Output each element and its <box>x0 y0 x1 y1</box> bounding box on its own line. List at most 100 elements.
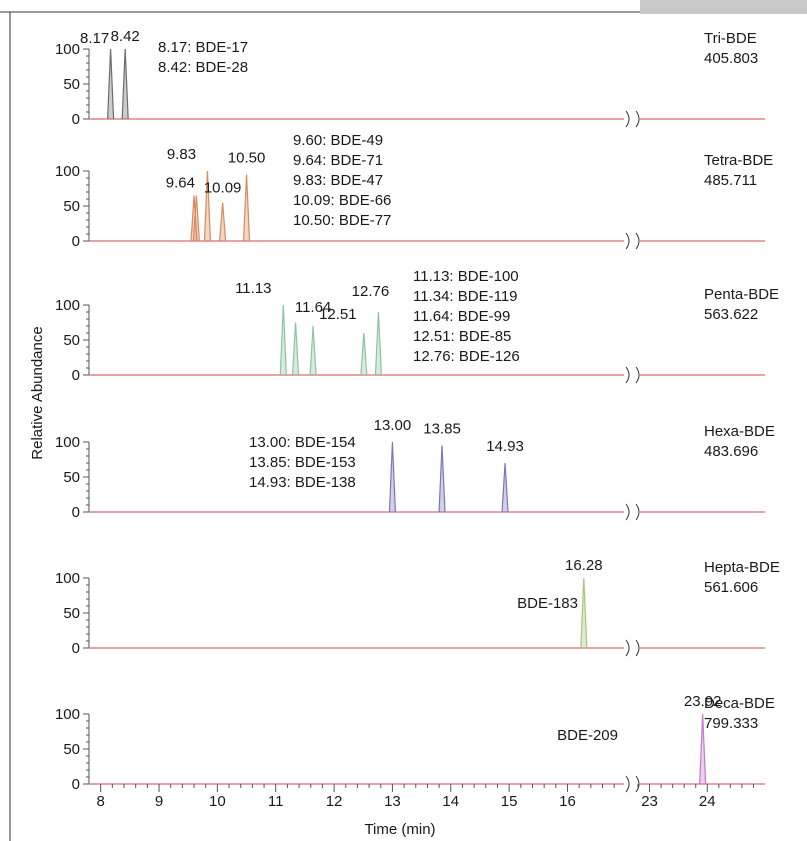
x-tick-label: 23 <box>641 793 658 810</box>
peak <box>360 332 368 376</box>
peak <box>309 325 317 376</box>
y-tick-label: 100 <box>55 163 80 180</box>
compound-assignment: 11.64: BDE-99 <box>413 308 510 325</box>
x-tick-label: 13 <box>384 793 401 810</box>
compound-assignment: 11.13: BDE-100 <box>413 268 519 285</box>
axis-break-mark <box>635 232 640 250</box>
y-tick-label: 100 <box>55 570 80 587</box>
compound-assignment: 8.42: BDE-28 <box>158 59 248 76</box>
y-tick-label: 0 <box>72 367 80 384</box>
peak-label: 13.85 <box>423 421 461 438</box>
x-tick-label: 10 <box>209 793 226 810</box>
x-tick-label: 16 <box>559 793 576 810</box>
axis-break-mark <box>635 775 640 793</box>
y-tick-label: 0 <box>72 504 80 521</box>
compound-assignment: 12.51: BDE-85 <box>413 328 511 345</box>
compound-assignment: 9.60: BDE-49 <box>293 132 383 149</box>
panel-mass: 483.696 <box>704 443 758 460</box>
compound-assignment: 14.93: BDE-138 <box>249 474 356 491</box>
axis-break-mark <box>625 775 630 793</box>
peak <box>106 48 115 120</box>
y-tick-label: 50 <box>63 469 80 486</box>
peak <box>192 195 200 242</box>
axis-break-mark <box>635 366 640 384</box>
axis-break-mark <box>625 110 630 128</box>
peak <box>438 445 446 513</box>
peak <box>121 48 129 120</box>
compound-assignment: 10.50: BDE-77 <box>293 212 391 229</box>
axis-break-mark <box>625 366 630 384</box>
panel-hexa-bde: 0 50 100 13.00 13.85 14.93 13.00: BDE-154 13.85… <box>55 417 775 521</box>
peak <box>190 195 198 242</box>
axis-break-mark <box>635 110 640 128</box>
peak-label: 9.64 <box>166 175 195 192</box>
x-tick-label: 15 <box>501 793 518 810</box>
compound-assignment: 9.64: BDE-71 <box>293 152 383 169</box>
peak-label: 10.09 <box>204 180 242 197</box>
y-axis-label: Relative Abundance <box>29 326 46 459</box>
panel-tetra-bde: 0 50 100 9.64 9.83 10.09 10.50 9.60: BDE-49 9.64… <box>55 132 773 250</box>
peak-label: 11.13 <box>235 280 271 297</box>
compound-assignment: 12.76: BDE-126 <box>413 348 520 365</box>
compound-assignment: BDE-209 <box>557 727 618 744</box>
y-tick-label: 50 <box>63 332 80 349</box>
compound-assignment: 13.85: BDE-153 <box>249 454 356 471</box>
x-axis: 8 9 10 11 12 13 14 15 16 23 24 <box>96 784 754 810</box>
y-tick-label: 100 <box>55 434 80 451</box>
panel-mass: 799.333 <box>704 715 758 732</box>
y-tick-label: 0 <box>72 776 80 793</box>
peak-label: 8.42 <box>111 28 140 45</box>
y-tick-label: 50 <box>63 741 80 758</box>
peak <box>279 304 287 376</box>
panel-mass: 563.622 <box>704 306 758 323</box>
y-tick-label: 50 <box>63 198 80 215</box>
peak <box>291 322 300 376</box>
peak-label: 12.76 <box>352 283 390 300</box>
corner-tab <box>640 0 807 14</box>
peak <box>203 170 212 242</box>
y-tick-label: 100 <box>55 706 80 723</box>
peak <box>219 202 227 242</box>
panel-name: Deca-BDE <box>704 695 775 712</box>
panel-mass: 405.803 <box>704 50 758 67</box>
compound-assignment: 10.09: BDE-66 <box>293 192 391 209</box>
x-tick-label: 12 <box>326 793 343 810</box>
peak-label: 11.64 <box>295 299 331 316</box>
peak-label: 8.17 <box>80 30 109 47</box>
panel-name: Tri-BDE <box>704 30 757 47</box>
panel-name: Hepta-BDE <box>704 559 780 576</box>
panel-mass: 485.711 <box>704 172 757 189</box>
panel-name: Penta-BDE <box>704 286 779 303</box>
compound-assignment: 8.17: BDE-17 <box>158 39 248 56</box>
peak-label: 12.51 <box>319 306 357 323</box>
compound-assignment: BDE-183 <box>517 595 578 612</box>
axis-break-mark <box>625 639 630 657</box>
y-tick-label: 100 <box>55 41 80 58</box>
x-tick-label: 11 <box>268 793 284 810</box>
y-tick-label: 0 <box>72 640 80 657</box>
peak-label: 13.00 <box>374 417 412 434</box>
peak <box>242 174 251 242</box>
peak <box>699 713 707 785</box>
panel-deca-bde: 0 50 100 23.92 BDE-209 Deca-BDE 799.333 <box>55 693 775 793</box>
y-tick-label: 50 <box>63 605 80 622</box>
peak-label: 16.28 <box>565 557 603 574</box>
panel-mass: 561.606 <box>704 579 758 596</box>
y-tick-label: 100 <box>55 297 80 314</box>
peak-label: 10.50 <box>228 150 266 167</box>
y-tick-label: 50 <box>63 76 80 93</box>
axis-break-mark <box>635 639 640 657</box>
x-tick-label: 9 <box>155 793 163 810</box>
peak-label: 14.93 <box>486 438 524 455</box>
peak <box>388 441 397 513</box>
x-tick-label: 8 <box>96 793 104 810</box>
x-tick-label: 24 <box>699 793 716 810</box>
peak-label: 9.83 <box>167 146 196 163</box>
y-tick-label: 0 <box>72 233 80 250</box>
axis-break-mark <box>635 503 640 521</box>
y-tick-label: 0 <box>72 111 80 128</box>
